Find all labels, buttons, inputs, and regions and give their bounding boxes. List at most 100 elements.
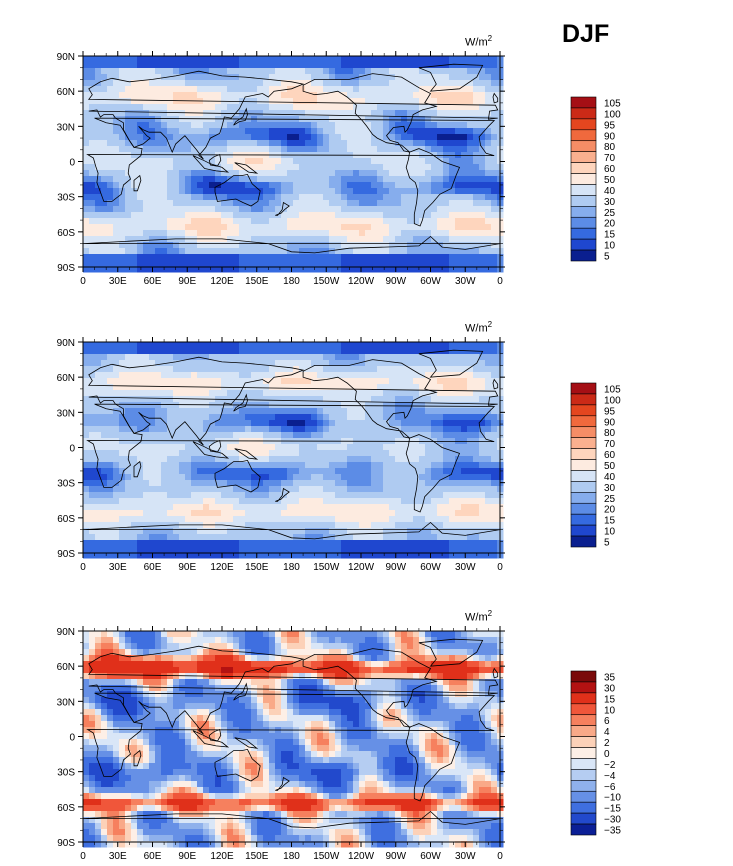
field-cell [275,224,282,231]
field-cell [263,242,270,249]
field-cell [107,218,114,225]
field-cell [275,206,282,213]
field-cell [263,498,270,505]
field-cell [437,236,444,243]
field-cell [395,182,402,189]
field-cell [233,164,240,171]
field-cell [275,504,282,511]
field-cell [143,504,150,511]
field-cell [131,176,138,183]
field-cell [245,474,252,481]
field-cell [455,242,462,249]
field-cell [251,212,258,219]
field-cell [473,116,480,123]
field-cell [329,236,336,243]
field-cell [197,348,204,355]
field-cell [371,230,378,237]
field-cell [305,110,312,117]
field-cell [497,182,504,189]
field-cell [371,414,378,421]
field-cell [239,98,246,105]
field-cell [491,432,498,439]
field-cell [185,486,192,493]
field-cell [89,98,96,105]
field-cell [281,378,288,385]
field-cell [323,86,330,93]
field-cell [137,236,144,243]
field-cell [137,384,144,391]
field-cell [431,188,438,195]
field-cell [437,474,444,481]
field-cell [203,146,210,153]
field-cell [155,384,162,391]
field-cell [467,450,474,457]
field-cell [251,462,258,469]
field-cell [155,372,162,379]
field-cell [281,254,288,261]
field-cell [209,504,216,511]
field-cell [413,360,420,367]
field-cell [497,402,504,409]
field-cell [353,110,360,117]
field-cell [455,146,462,153]
field-cell [437,242,444,249]
field-cell [95,200,102,207]
field-cell [449,68,456,75]
field-cell [401,480,408,487]
field-cell [407,360,414,367]
field-cell [203,68,210,75]
field-cell [341,182,348,189]
field-cell [107,450,114,457]
field-cell [269,176,276,183]
field-cell [137,182,144,189]
field-cell [473,480,480,487]
field-cell [467,480,474,487]
field-cell [359,408,366,415]
field-cell [443,170,450,177]
field-cell [113,104,120,111]
field-cell [89,188,96,195]
field-cell [269,348,276,355]
field-cell [389,468,396,475]
field-cell [95,254,102,261]
field-cell [203,266,210,273]
field-cell [425,450,432,457]
field-cell [221,342,228,349]
field-cell [437,504,444,511]
field-cell [161,372,168,379]
field-cell [389,92,396,99]
field-cell [419,480,426,487]
field-cell [473,528,480,535]
field-cell [491,260,498,267]
field-cell [353,492,360,499]
field-cell [335,110,342,117]
field-cell [461,354,468,361]
field-cell [233,86,240,93]
field-cell [383,152,390,159]
field-cell [353,236,360,243]
field-cell [293,212,300,219]
field-cell [107,402,114,409]
field-cell [131,92,138,99]
field-cell [257,354,264,361]
field-cell [245,248,252,255]
field-cell [371,152,378,159]
field-cell [95,194,102,201]
field-cell [401,528,408,535]
field-cell [479,158,486,165]
field-cell [317,468,324,475]
field-cell [107,266,114,273]
field-cell [263,194,270,201]
field-cell [395,360,402,367]
field-cell [281,134,288,141]
field-cell [395,68,402,75]
field-cell [257,242,264,249]
field-cell [377,212,384,219]
field-cell [89,56,96,63]
field-cell [203,248,210,255]
field-cell [401,414,408,421]
field-cell [257,248,264,255]
field-cell [113,342,120,349]
field-cell [461,342,468,349]
field-cell [263,414,270,421]
